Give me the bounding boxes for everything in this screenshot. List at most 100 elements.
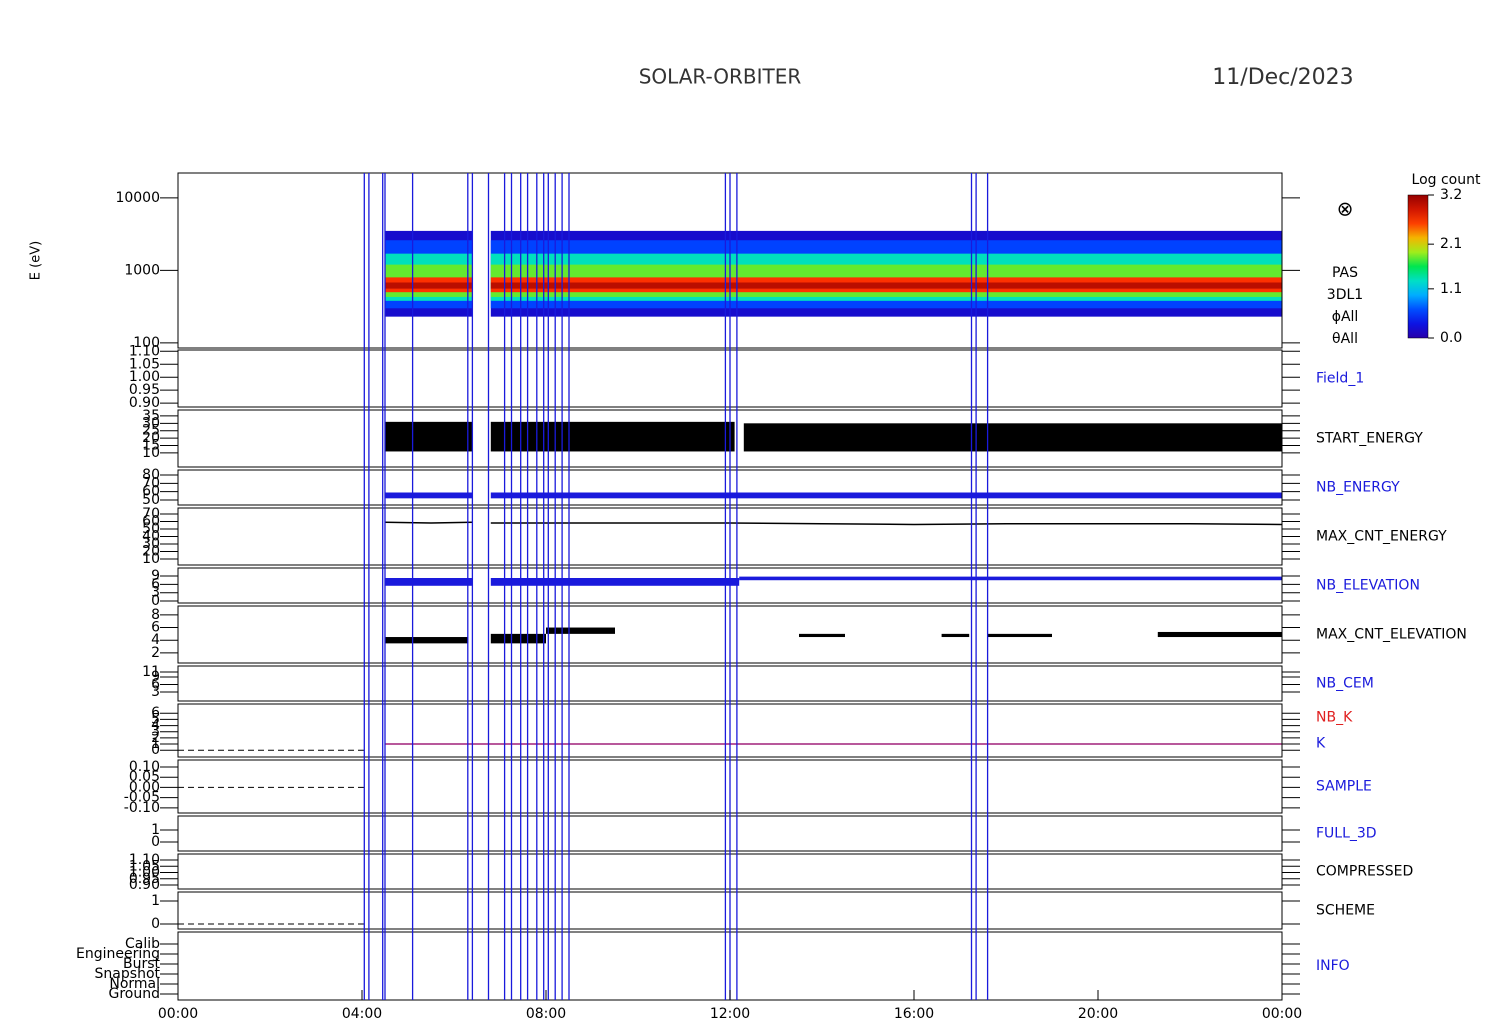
y-tick-label: 80 [142, 467, 160, 483]
panel-label: Field_1 [1316, 371, 1364, 387]
data-fill [490, 492, 1282, 499]
data-fill [1157, 631, 1282, 638]
y-tick-label: 6 [151, 705, 160, 721]
x-tick-label: 20:00 [1078, 1006, 1118, 1020]
colorbar-tick-label: 1.1 [1440, 281, 1462, 297]
y-tick-label: 50 [142, 521, 160, 537]
data-fill [385, 421, 473, 452]
colorbar-tick-label: 0.0 [1440, 330, 1462, 346]
data-fill [799, 633, 845, 638]
y-tick-label: Burst [123, 956, 161, 972]
y-tick-label: 100 [133, 335, 160, 351]
y-tick-label: 9 [151, 669, 160, 685]
panel-label: MAX_CNT_ENERGY [1316, 529, 1447, 545]
x-tick-label: 00:00 [1262, 1006, 1302, 1020]
panel-label: NB_CEM [1316, 676, 1374, 692]
panel-label: 3DL1 [1327, 287, 1363, 303]
chart-title: SOLAR-ORBITER [639, 65, 802, 89]
y-tick-label: 1 [151, 736, 160, 752]
panel-label: K [1316, 736, 1326, 752]
colorbar-label: Log count [1412, 172, 1481, 188]
y-tick-label: 10 [142, 551, 160, 567]
data-fill [987, 633, 1052, 638]
y-tick-label: 0.90 [129, 877, 160, 893]
spectrogram-band [490, 282, 1282, 289]
data-fill [490, 421, 735, 452]
y-tick-label: 0.00 [129, 779, 160, 795]
x-tick-label: 12:00 [710, 1006, 750, 1020]
y-tick-label: 70 [142, 506, 160, 522]
y-tick-label: 0.05 [129, 769, 160, 785]
y-tick-label: -0.10 [124, 800, 160, 816]
data-fill [743, 423, 1282, 452]
y-tick-label: 1 [151, 893, 160, 909]
y-tick-label: 0.95 [129, 871, 160, 887]
y-tick-label: 4 [151, 718, 160, 734]
data-fill [546, 627, 615, 634]
y-tick-label: 1.05 [129, 858, 160, 874]
y-tick-label: 40 [142, 529, 160, 545]
panel-label: START_ENERGY [1316, 431, 1423, 447]
y-tick-label: 60 [142, 484, 160, 500]
y-tick-label: 0 [151, 742, 160, 758]
y-tick-label: Normal [109, 976, 160, 992]
y-tick-label: Ground [109, 986, 161, 1002]
y-tick-label: 35 [142, 408, 160, 424]
data-fill [385, 492, 473, 499]
y-tick-label: 3 [151, 724, 160, 740]
y-tick-label: 1000 [124, 262, 160, 278]
y-tick-label: 3 [151, 585, 160, 601]
y-tick-label: 0 [151, 593, 160, 609]
y-tick-label: 1.10 [129, 343, 160, 359]
data-fill [490, 633, 546, 644]
colorbar-tick-label: 3.2 [1440, 187, 1462, 203]
y-tick-label: 0.90 [129, 395, 160, 411]
panel-label: INFO [1316, 958, 1350, 974]
x-tick-label: 16:00 [894, 1006, 934, 1020]
y-tick-label: 6 [151, 620, 160, 636]
panel-label: SAMPLE [1316, 779, 1372, 795]
panel-label: FULL_3D [1316, 826, 1377, 842]
y-tick-label: 20 [142, 544, 160, 560]
y-tick-label: -0.05 [124, 790, 160, 806]
y-tick-label: 60 [142, 514, 160, 530]
data-fill [941, 633, 970, 638]
y-tick-label: 70 [142, 475, 160, 491]
data-fill [739, 576, 1282, 581]
panel-label: NB_ELEVATION [1316, 578, 1420, 594]
colorbar [1407, 194, 1429, 339]
panel-symbol: ⊗ [1337, 197, 1354, 221]
data-fill [385, 578, 473, 586]
panel-label: θAll [1332, 331, 1358, 347]
y-tick-label: Calib [125, 936, 160, 952]
y-tick-label: 0 [151, 916, 160, 932]
y-tick-label: 0.95 [129, 382, 160, 398]
y-tick-label: 0.10 [129, 759, 160, 775]
y-tick-label: 4 [151, 632, 160, 648]
panel-label: SCHEME [1316, 903, 1375, 919]
y-tick-label: Snapshot [95, 966, 161, 982]
y-tick-label: 2 [151, 645, 160, 661]
y-tick-label: 1.10 [129, 852, 160, 868]
spectrogram-band [385, 282, 473, 289]
x-tick-label: 08:00 [526, 1006, 566, 1020]
y-tick-label: 10000 [115, 190, 160, 206]
panel-label: MAX_CNT_ELEVATION [1316, 627, 1467, 643]
y-tick-label: 30 [142, 415, 160, 431]
y-tick-label: 1.00 [129, 865, 160, 881]
date: 11/Dec/2023 [1212, 65, 1353, 90]
data-line [490, 522, 1283, 526]
y-tick-label: 10 [142, 445, 160, 461]
data-fill [385, 637, 468, 644]
y-tick-label: 1 [151, 822, 160, 838]
y-tick-label: 6 [151, 677, 160, 693]
colorbar-tick-label: 2.1 [1440, 236, 1462, 252]
y-tick-label: 25 [142, 423, 160, 439]
panel-label: NB_ENERGY [1316, 480, 1400, 496]
y-tick-label: 6 [151, 576, 160, 592]
panel-label: NB_K [1316, 710, 1353, 726]
y-tick-label: 8 [151, 607, 160, 623]
panel-label: COMPRESSED [1316, 864, 1413, 880]
y-tick-label: 3 [151, 684, 160, 700]
